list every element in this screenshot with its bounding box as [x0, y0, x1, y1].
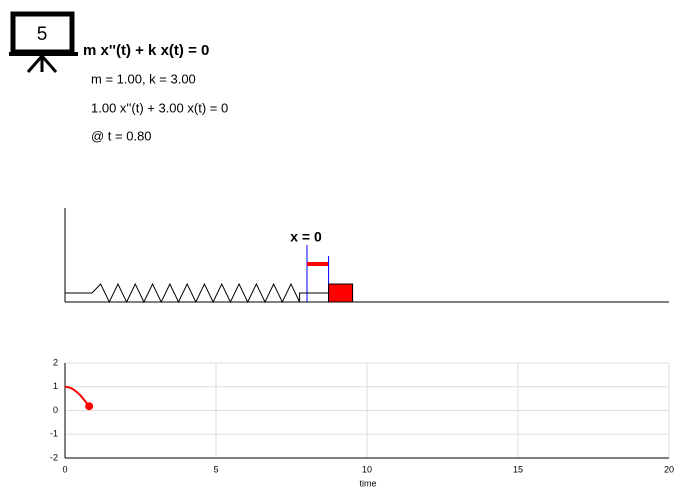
x-tick-label: 0: [62, 464, 67, 474]
x-tick-label: 10: [362, 464, 372, 474]
y-tick-label: 2: [53, 357, 58, 367]
y-tick-label: 0: [53, 405, 58, 415]
mass: [328, 283, 354, 303]
y-tick-label: 1: [53, 381, 58, 391]
equation: m x''(t) + k x(t) = 0: [83, 42, 209, 59]
icon[interactable]: 5: [9, 11, 78, 73]
line: [64, 385, 90, 407]
icon-label: 5: [37, 24, 48, 45]
instance: 1.00 x''(t) + 3.00 x(t) = 0: [91, 100, 228, 115]
params: m = 1.00, k = 3.00: [91, 71, 196, 86]
icon-leg: [26, 55, 44, 73]
spring: [65, 282, 329, 304]
x-tick-label: 15: [513, 464, 523, 474]
equilibrium-label: x = 0: [290, 229, 322, 245]
icon-leg: [40, 55, 58, 73]
y-tick-label: -1: [50, 429, 58, 439]
x-tick-label: 20: [664, 464, 674, 474]
x-tick-label: 5: [213, 464, 218, 474]
time-label: @ t = 0.80: [91, 128, 152, 143]
y-tick-label: -2: [50, 452, 58, 462]
current-point: [85, 402, 94, 411]
x-axis-label: time: [359, 478, 376, 488]
